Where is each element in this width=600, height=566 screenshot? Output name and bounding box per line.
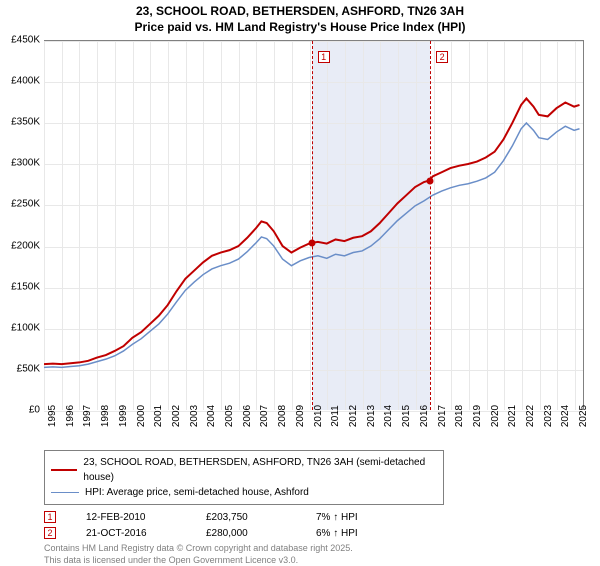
x-tick-label: 2001 — [153, 405, 164, 427]
sale-price: £280,000 — [206, 528, 286, 539]
sale-vline — [312, 41, 313, 410]
x-tick-label: 2006 — [242, 405, 253, 427]
footer: Contains HM Land Registry data © Crown c… — [44, 543, 584, 566]
x-tick-label: 2025 — [578, 405, 589, 427]
legend-label: HPI: Average price, semi-detached house,… — [85, 485, 309, 500]
legend-box: 23, SCHOOL ROAD, BETHERSDEN, ASHFORD, TN… — [44, 450, 444, 505]
sale-dot — [308, 240, 315, 247]
y-tick-label: £250K — [11, 199, 40, 210]
x-tick-label: 2021 — [507, 405, 518, 427]
y-tick-label: £350K — [11, 117, 40, 128]
x-tick-label: 2007 — [259, 405, 270, 427]
x-tick-label: 1997 — [82, 405, 93, 427]
title-block: 23, SCHOOL ROAD, BETHERSDEN, ASHFORD, TN… — [0, 0, 600, 35]
x-tick-label: 2023 — [543, 405, 554, 427]
legend-and-footer: 23, SCHOOL ROAD, BETHERSDEN, ASHFORD, TN… — [44, 450, 584, 566]
footer-line-2: This data is licensed under the Open Gov… — [44, 555, 584, 566]
x-tick-label: 1996 — [65, 405, 76, 427]
footer-line-1: Contains HM Land Registry data © Crown c… — [44, 543, 584, 555]
chart-container: 23, SCHOOL ROAD, BETHERSDEN, ASHFORD, TN… — [0, 0, 600, 560]
x-tick-label: 2020 — [490, 405, 501, 427]
y-tick-label: £450K — [11, 35, 40, 46]
sale-row: 1 12-FEB-2010 £203,750 7% ↑ HPI — [44, 511, 584, 523]
legend-label: 23, SCHOOL ROAD, BETHERSDEN, ASHFORD, TN… — [83, 455, 437, 485]
x-tick-label: 2022 — [525, 405, 536, 427]
x-tick-label: 2012 — [348, 405, 359, 427]
sales-block: 1 12-FEB-2010 £203,750 7% ↑ HPI 2 21-OCT-2016… — [44, 511, 584, 539]
x-tick-label: 2013 — [366, 405, 377, 427]
x-tick-label: 2011 — [330, 405, 341, 427]
title-line-2: Price paid vs. HM Land Registry's House … — [0, 20, 600, 36]
x-tick-label: 2019 — [472, 405, 483, 427]
y-tick-label: £0 — [29, 405, 40, 416]
legend-swatch — [51, 469, 77, 471]
y-tick-label: £400K — [11, 76, 40, 87]
y-tick-label: £50K — [17, 363, 40, 374]
x-axis-labels: 1995199619971998199920002001200220032004… — [44, 410, 584, 440]
x-tick-label: 2018 — [454, 405, 465, 427]
x-tick-label: 2003 — [189, 405, 200, 427]
legend-row: 23, SCHOOL ROAD, BETHERSDEN, ASHFORD, TN… — [51, 455, 437, 485]
x-tick-label: 2017 — [437, 405, 448, 427]
x-tick-label: 1998 — [100, 405, 111, 427]
sale-vline — [430, 41, 431, 410]
x-tick-label: 2002 — [171, 405, 182, 427]
y-tick-label: £150K — [11, 281, 40, 292]
y-tick-label: £100K — [11, 322, 40, 333]
sale-date: 21-OCT-2016 — [86, 528, 176, 539]
title-line-1: 23, SCHOOL ROAD, BETHERSDEN, ASHFORD, TN… — [0, 4, 600, 20]
sale-marker-icon: 2 — [44, 527, 56, 539]
sale-dot — [427, 177, 434, 184]
x-tick-label: 1999 — [118, 405, 129, 427]
sale-date: 12-FEB-2010 — [86, 512, 176, 523]
x-tick-label: 2009 — [295, 405, 306, 427]
legend-swatch — [51, 492, 79, 494]
sale-marker-icon: 1 — [44, 511, 56, 523]
sale-badge: 2 — [436, 51, 448, 63]
sale-delta: 7% ↑ HPI — [316, 512, 358, 523]
x-tick-label: 2015 — [401, 405, 412, 427]
x-tick-label: 2014 — [383, 405, 394, 427]
y-tick-label: £200K — [11, 240, 40, 251]
x-tick-label: 1995 — [47, 405, 58, 427]
y-tick-label: £300K — [11, 158, 40, 169]
legend-row: HPI: Average price, semi-detached house,… — [51, 485, 437, 500]
sale-delta: 6% ↑ HPI — [316, 528, 358, 539]
x-tick-label: 2016 — [419, 405, 430, 427]
x-tick-label: 2005 — [224, 405, 235, 427]
x-tick-label: 2010 — [313, 405, 324, 427]
y-axis-labels: £0£50K£100K£150K£200K£250K£300K£350K£400… — [0, 40, 42, 410]
x-tick-label: 2004 — [206, 405, 217, 427]
sale-badge: 1 — [318, 51, 330, 63]
x-tick-label: 2000 — [136, 405, 147, 427]
x-tick-label: 2024 — [560, 405, 571, 427]
chart-plot-area: 12 — [44, 40, 584, 410]
x-tick-label: 2008 — [277, 405, 288, 427]
sale-price: £203,750 — [206, 512, 286, 523]
sale-row: 2 21-OCT-2016 £280,000 6% ↑ HPI — [44, 527, 584, 539]
